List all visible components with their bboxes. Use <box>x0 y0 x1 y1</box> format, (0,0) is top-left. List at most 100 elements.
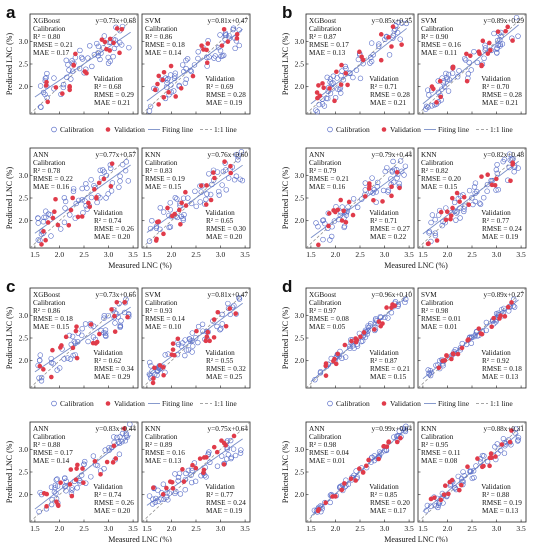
calibration-heading: Calibration <box>145 433 178 441</box>
panel-letter: c <box>6 277 15 296</box>
scatter-panel-b-ann: 2.02.53.01.5 2.0 2.5 3.0 3.5ANNCalibrationR²… <box>295 147 415 259</box>
x-tick-label: 1.5 <box>30 250 40 259</box>
calibration-r2: R² = 0.88 <box>33 441 61 449</box>
calibration-point <box>183 76 189 83</box>
points <box>425 151 521 247</box>
calibration-point <box>62 475 68 482</box>
validation-heading: Validation <box>369 483 399 491</box>
validation-point <box>125 314 130 320</box>
x-tick-label: 2.0 <box>167 250 177 259</box>
validation-point <box>56 503 61 509</box>
calibration-point <box>233 151 240 158</box>
validation-point <box>335 351 341 357</box>
calibration-point <box>111 434 117 440</box>
calibration-mae: MAE = 0.15 <box>33 323 70 331</box>
calibration-point <box>230 26 236 33</box>
validation-point <box>98 472 103 477</box>
calibration-point <box>69 487 75 493</box>
validation-heading: Validation <box>205 75 235 83</box>
calibration-point <box>63 478 69 484</box>
validation-point <box>156 102 161 107</box>
legend-calibration: Calibration <box>60 125 94 134</box>
x-tick-label: 2.0 <box>55 524 65 533</box>
calibration-point <box>125 178 131 184</box>
calibration-heading: Calibration <box>145 159 178 167</box>
validation-point <box>338 82 344 87</box>
validation-point <box>165 205 170 211</box>
calibration-point <box>330 80 336 86</box>
calibration-r2: R² = 0.82 <box>421 167 449 175</box>
legend-validation: Validation <box>390 399 421 408</box>
validation-point <box>208 197 214 203</box>
calibration-point <box>67 212 73 218</box>
calibration-point <box>353 468 359 474</box>
legend: Calibration Validation Fiting line 1:1 line <box>327 125 513 134</box>
validation-point <box>465 464 470 470</box>
calibration-mae: MAE = 0.10 <box>145 323 182 331</box>
y-tick-label: 3.0 <box>295 37 305 46</box>
validation-point <box>203 338 209 344</box>
validation-point <box>443 217 449 223</box>
validation-point <box>84 70 89 76</box>
calibration-point <box>184 56 191 62</box>
calibration-point <box>182 337 188 343</box>
calibration-point <box>63 488 69 494</box>
validation-heading: Validation <box>481 349 511 357</box>
validation-point <box>353 478 359 483</box>
calibration-point <box>365 323 371 329</box>
legend-validation-marker <box>381 401 387 406</box>
validation-point <box>161 231 166 237</box>
points <box>313 19 410 115</box>
calibration-point <box>484 458 491 465</box>
calibration-point <box>484 188 490 194</box>
calibration-point <box>69 485 75 491</box>
validation-heading: Validation <box>93 483 123 491</box>
calibration-point <box>69 68 76 74</box>
validation-mae: MAE = 0.20 <box>206 233 243 241</box>
validation-point <box>233 311 238 316</box>
legend-one-to-one: 1:1 line <box>490 125 513 134</box>
calibration-point <box>443 70 449 77</box>
validation-point <box>316 83 321 88</box>
y-axis-label: Predicted LNC (%) <box>281 307 290 370</box>
calibration-point <box>391 166 398 172</box>
calibration-point <box>426 371 432 377</box>
validation-point <box>315 508 321 514</box>
validation-point <box>198 183 204 188</box>
calibration-point <box>432 230 438 236</box>
validation-point <box>466 337 471 342</box>
calibration-point <box>172 194 178 201</box>
validation-point <box>41 491 47 496</box>
calibration-point <box>126 44 132 51</box>
calibration-point <box>219 311 225 318</box>
model-name: ANN <box>309 425 325 433</box>
calibration-point <box>192 188 198 194</box>
calibration-point <box>327 76 334 82</box>
x-tick-label: 2.5 <box>355 524 365 533</box>
calibration-r2: R² = 0.78 <box>33 167 61 175</box>
calibration-point <box>500 158 506 165</box>
calibration-point <box>204 54 210 61</box>
validation-point <box>170 486 176 491</box>
calibration-rmse: RMSE = 0.17 <box>309 41 349 49</box>
validation-point <box>477 51 482 57</box>
calibration-point <box>110 53 116 60</box>
calibration-r2: R² = 0.80 <box>33 33 61 41</box>
validation-point <box>70 195 75 201</box>
calibration-point <box>222 36 228 42</box>
x-tick-label: 3.5 <box>516 524 526 533</box>
validation-point <box>170 341 176 346</box>
calibration-point <box>386 52 393 58</box>
fitting-line <box>146 302 243 376</box>
validation-point <box>219 43 225 48</box>
calibration-heading: Calibration <box>421 433 454 441</box>
calibration-point <box>117 173 123 179</box>
calibration-point <box>425 104 431 110</box>
y-axis-label: Predicted LNC (%) <box>281 33 290 96</box>
validation-mae: MAE = 0.29 <box>94 373 131 381</box>
scatter-panel-a-ann: 2.02.53.01.5 2.0 2.5 3.0 3.5ANNCalibrationR²… <box>19 147 139 259</box>
